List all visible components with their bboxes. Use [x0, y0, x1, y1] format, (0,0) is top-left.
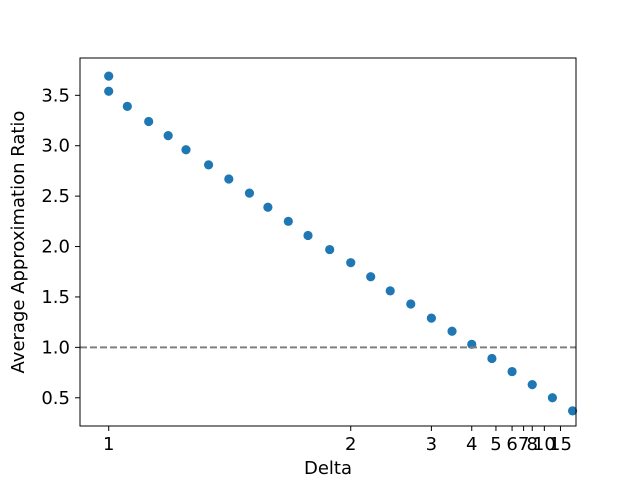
data-points-layer: [104, 71, 578, 416]
x-axis-label: Delta: [304, 458, 352, 479]
data-point: [487, 353, 497, 364]
y-axis-label: Average Approximation Ratio: [8, 111, 29, 374]
y-tick-label: 3.0: [41, 136, 70, 157]
y-tick-label: 1.5: [41, 287, 70, 308]
data-point: [224, 174, 234, 184]
y-tick-label: 2.5: [41, 186, 70, 207]
x-tick-label: 4: [466, 434, 477, 455]
data-point: [406, 299, 416, 309]
data-point: [144, 116, 154, 127]
y-tick-label: 2.0: [41, 237, 70, 258]
x-tick-label: 5: [490, 434, 501, 455]
y-tick-label: 1.0: [41, 337, 70, 358]
data-point: [104, 71, 114, 81]
y-tick-label: 0.5: [41, 388, 70, 409]
data-point: [346, 258, 356, 268]
x-tick-label: 15: [549, 434, 572, 455]
x-tick-label: 2: [345, 434, 356, 455]
x-tick-label: 6: [506, 434, 517, 455]
data-point: [122, 101, 132, 111]
data-point: [244, 188, 255, 198]
x-tick-label: 8: [527, 434, 538, 455]
data-point: [203, 160, 214, 170]
x-tick-label: 3: [426, 434, 437, 455]
data-point: [547, 393, 558, 403]
x-tick-label: 10: [533, 434, 556, 455]
data-point: [527, 380, 537, 390]
data-point: [426, 313, 436, 323]
data-point: [163, 131, 173, 141]
data-point: [104, 86, 114, 96]
data-point: [366, 272, 376, 282]
data-point: [181, 145, 191, 155]
y-axis-ticks: 0.5 1.0 1.5 2.0 2.5 3.0 3.5: [41, 85, 80, 409]
data-point: [447, 326, 457, 336]
data-point: [263, 202, 273, 212]
data-point: [325, 244, 335, 255]
data-point: [385, 286, 395, 296]
data-point: [567, 406, 578, 416]
data-point: [507, 366, 517, 377]
data-point: [283, 216, 293, 226]
x-tick-label: 1: [103, 434, 114, 455]
y-tick-label: 3.5: [41, 85, 70, 106]
plot-frame: [79, 57, 577, 427]
data-point: [303, 230, 313, 241]
x-tick-label: 7: [518, 434, 529, 455]
